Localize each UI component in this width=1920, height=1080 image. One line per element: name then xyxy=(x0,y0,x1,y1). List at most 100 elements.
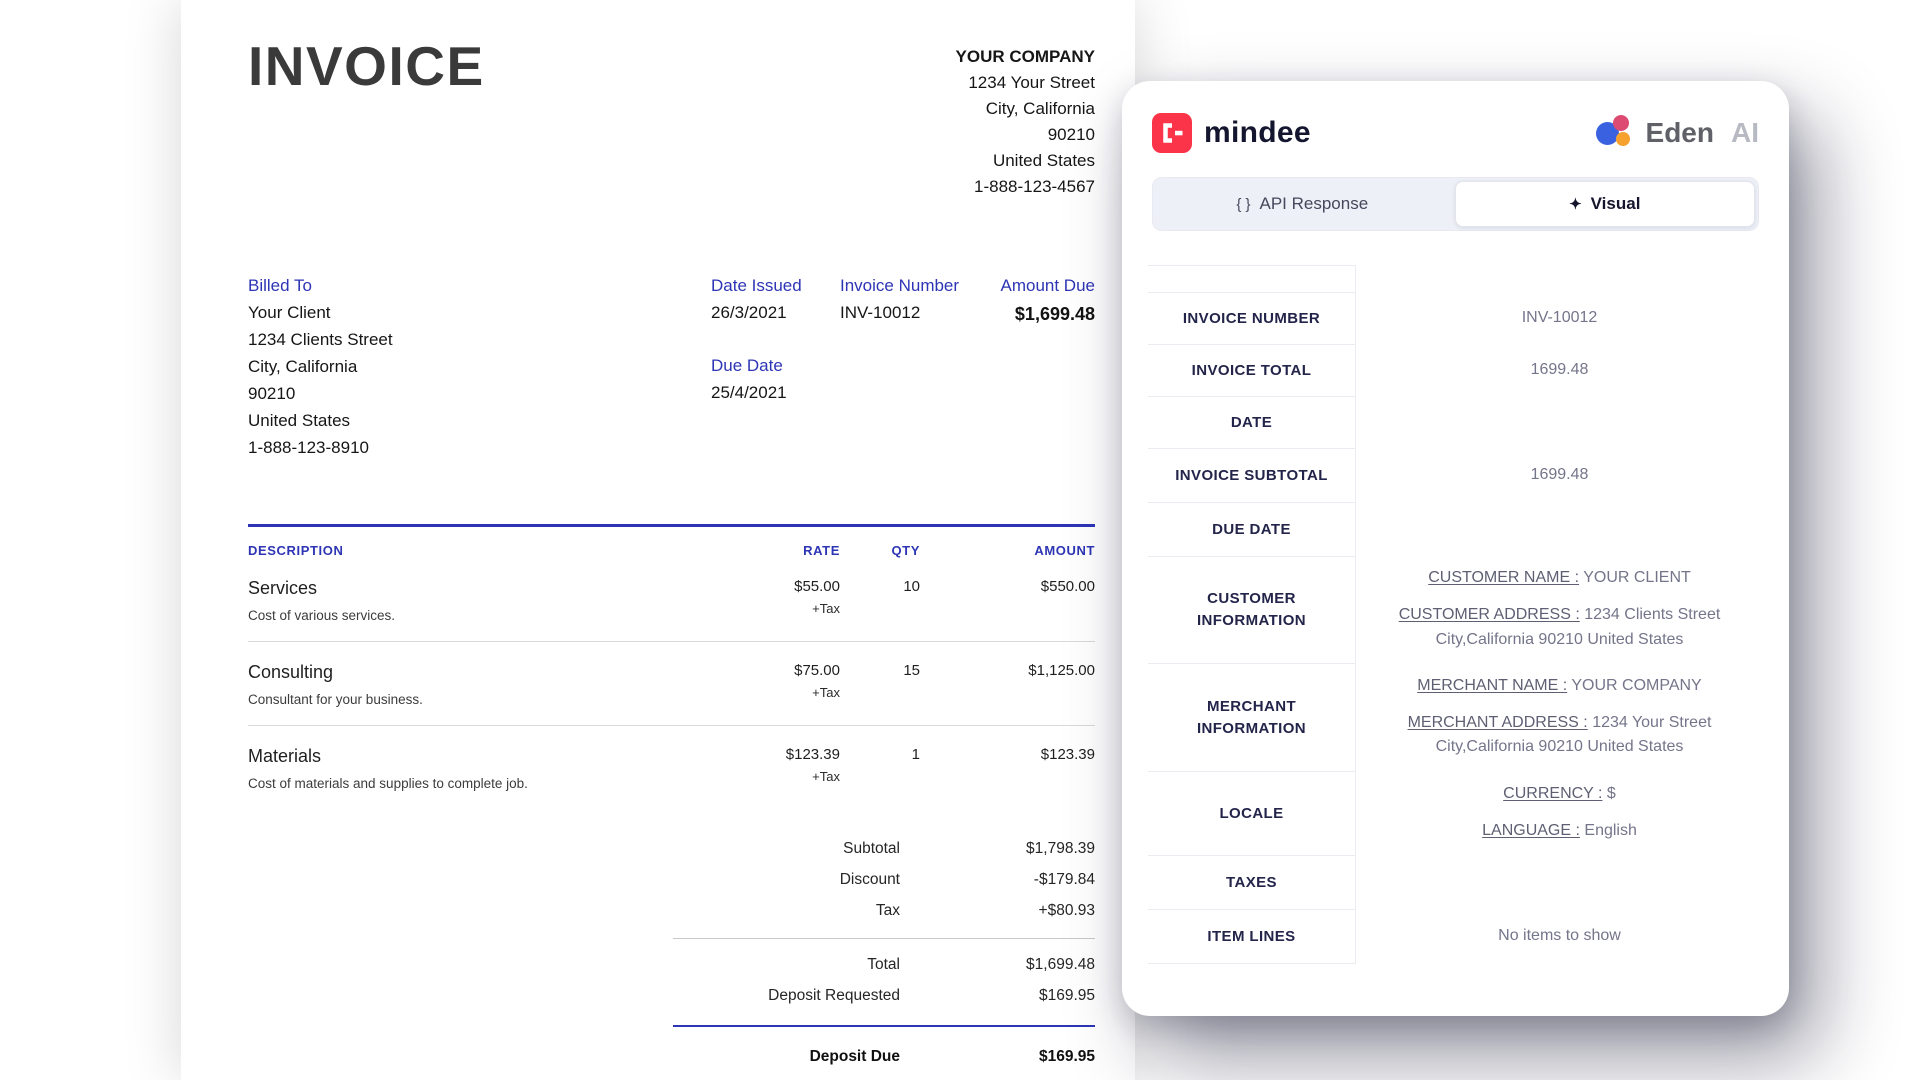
field-label-invoice-number: INVOICE NUMBER xyxy=(1148,293,1355,345)
currency-entry: CURRENCY : $ xyxy=(1503,782,1616,807)
tax-row: Tax +$80.93 xyxy=(673,895,1095,926)
deposit-due-block: Deposit Due $169.95 xyxy=(673,1025,1095,1072)
invoice-number-block: Invoice Number INV-10012 xyxy=(840,272,959,326)
item-qty: 10 xyxy=(903,578,920,595)
deposit-requested-label: Deposit Requested xyxy=(768,987,900,1004)
deposit-due-value: $169.95 xyxy=(1038,1048,1095,1065)
total-label: Total xyxy=(867,956,900,973)
item-description: Consulting xyxy=(248,662,334,682)
merchant-address-key: MERCHANT ADDRESS : xyxy=(1407,713,1588,731)
billed-to-label: Billed To xyxy=(248,276,312,295)
customer-address-value: 1234 Clients Street City,California 9021… xyxy=(1435,606,1721,648)
item-qty: 15 xyxy=(903,662,920,679)
field-label-due-date: DUE DATE xyxy=(1148,503,1355,557)
deposit-requested-row: Deposit Requested $169.95 xyxy=(673,980,1095,1011)
subtotal-row: Subtotal $1,798.39 xyxy=(673,833,1095,864)
invoice-title: INVOICE xyxy=(248,35,485,97)
dates-block: Date Issued 26/3/2021 Due Date 25/4/2021 xyxy=(711,272,802,406)
field-value-date xyxy=(1356,396,1763,448)
customer-name-entry: CUSTOMER NAME : YOUR CLIENT xyxy=(1428,566,1691,591)
tab-visual-label: Visual xyxy=(1590,194,1641,213)
invoice-number-value: INV-10012 xyxy=(840,303,921,322)
company-block: YOUR COMPANY 1234 Your Street City, Cali… xyxy=(956,44,1095,200)
grand-totals-block: Total $1,699.48 Deposit Requested $169.9… xyxy=(673,938,1095,1011)
field-label-empty xyxy=(1148,266,1355,293)
field-value-due-date xyxy=(1356,502,1763,556)
item-amount: $123.39 xyxy=(1040,746,1095,763)
item-description: Services xyxy=(248,578,318,598)
field-value-merchant-information: MERCHANT NAME : YOUR COMPANY MERCHANT AD… xyxy=(1356,663,1763,771)
field-value-empty xyxy=(1356,265,1763,292)
due-date-label: Due Date xyxy=(711,356,783,375)
client-phone: 1-888-123-8910 xyxy=(248,438,369,457)
total-row: Total $1,699.48 xyxy=(673,949,1095,980)
field-label-locale: LOCALE xyxy=(1148,772,1355,856)
customer-name-key: CUSTOMER NAME : xyxy=(1428,569,1580,587)
customer-address-entry: CUSTOMER ADDRESS : 1234 Clients Street C… xyxy=(1385,603,1735,653)
item-description: Materials xyxy=(248,746,322,766)
table-header-row: DESCRIPTION RATE QTY AMOUNT xyxy=(248,543,1095,558)
merchant-address-entry: MERCHANT ADDRESS : 1234 Your Street City… xyxy=(1385,711,1735,761)
currency-key: CURRENCY : xyxy=(1503,785,1603,803)
col-header-description: DESCRIPTION xyxy=(248,543,344,558)
client-address-line: United States xyxy=(248,411,351,430)
item-rate: $123.39 xyxy=(785,746,840,763)
eden-ai-logo: Eden AI xyxy=(1595,115,1759,151)
tab-api-response[interactable]: { } API Response xyxy=(1153,178,1452,230)
eden-ai-wordmark: Eden xyxy=(1645,117,1714,148)
field-value-item-lines: No items to show xyxy=(1498,927,1621,944)
item-note: Cost of materials and supplies to comple… xyxy=(248,776,528,791)
fields-table: INVOICE NUMBER INVOICE TOTAL DATE INVOIC… xyxy=(1148,265,1763,964)
field-label-merchant-information: MERCHANT INFORMATION xyxy=(1148,664,1355,772)
company-phone: 1-888-123-4567 xyxy=(974,177,1095,196)
discount-row: Discount -$179.84 xyxy=(673,864,1095,895)
mindee-logo: mindee xyxy=(1152,113,1311,153)
due-date-value: 25/4/2021 xyxy=(711,383,787,402)
field-value-invoice-total: 1699.48 xyxy=(1530,361,1589,378)
amount-due-block: Amount Due $1,699.48 xyxy=(1001,272,1096,328)
item-qty: 1 xyxy=(911,746,920,763)
line-items-table: DESCRIPTION RATE QTY AMOUNT Services Cos… xyxy=(248,524,1095,1072)
item-note: Cost of various services. xyxy=(248,608,396,623)
invoice-document: INVOICE YOUR COMPANY 1234 Your Street Ci… xyxy=(181,0,1135,1080)
col-header-rate: RATE xyxy=(803,543,840,558)
company-address-line: City, California xyxy=(985,99,1095,118)
merchant-name-key: MERCHANT NAME : xyxy=(1417,676,1568,694)
mindee-wordmark: mindee xyxy=(1204,116,1311,149)
amount-due-label: Amount Due xyxy=(1000,276,1096,295)
date-issued-label: Date Issued xyxy=(711,276,802,295)
tax-label: Tax xyxy=(875,902,900,919)
merchant-name-entry: MERCHANT NAME : YOUR COMPANY xyxy=(1417,674,1701,699)
extraction-panel: mindee Eden AI { } API Response ✦ Visual xyxy=(1122,81,1789,1016)
deposit-due-row: Deposit Due $169.95 xyxy=(673,1041,1095,1072)
item-amount: $1,125.00 xyxy=(1028,662,1095,679)
language-entry: LANGUAGE : English xyxy=(1482,819,1637,844)
client-address-line: City, California xyxy=(248,357,358,376)
table-row: Services Cost of various services. $55.0… xyxy=(248,558,1095,642)
table-row: Materials Cost of materials and supplies… xyxy=(248,726,1095,809)
deposit-requested-value: $169.95 xyxy=(1038,987,1095,1004)
table-top-rule xyxy=(248,524,1095,527)
deposit-due-label: Deposit Due xyxy=(809,1048,900,1065)
field-label-date: DATE xyxy=(1148,397,1355,449)
sparkle-icon: ✦ xyxy=(1569,196,1582,213)
language-value: English xyxy=(1584,822,1637,839)
panel-header: mindee Eden AI xyxy=(1122,81,1789,155)
field-label-column: INVOICE NUMBER INVOICE TOTAL DATE INVOIC… xyxy=(1148,265,1356,964)
eden-ai-suffix: AI xyxy=(1731,117,1759,148)
field-value-locale: CURRENCY : $ LANGUAGE : English xyxy=(1356,771,1763,855)
item-rate-tax: +Tax xyxy=(812,769,840,784)
field-value-invoice-number: INV-10012 xyxy=(1521,309,1598,326)
field-label-invoice-total: INVOICE TOTAL xyxy=(1148,345,1355,397)
amount-due-value: $1,699.48 xyxy=(1014,304,1095,324)
col-header-amount: AMOUNT xyxy=(1034,543,1095,558)
company-address-line: 1234 Your Street xyxy=(968,73,1095,92)
tab-visual[interactable]: ✦ Visual xyxy=(1454,181,1755,227)
client-address-line: 1234 Clients Street xyxy=(248,330,393,349)
field-value-invoice-subtotal: 1699.48 xyxy=(1530,466,1589,483)
client-address-line: 90210 xyxy=(248,384,296,403)
tab-api-response-label: API Response xyxy=(1259,194,1369,213)
view-tabs: { } API Response ✦ Visual xyxy=(1152,177,1759,231)
col-header-qty: QTY xyxy=(891,543,920,558)
